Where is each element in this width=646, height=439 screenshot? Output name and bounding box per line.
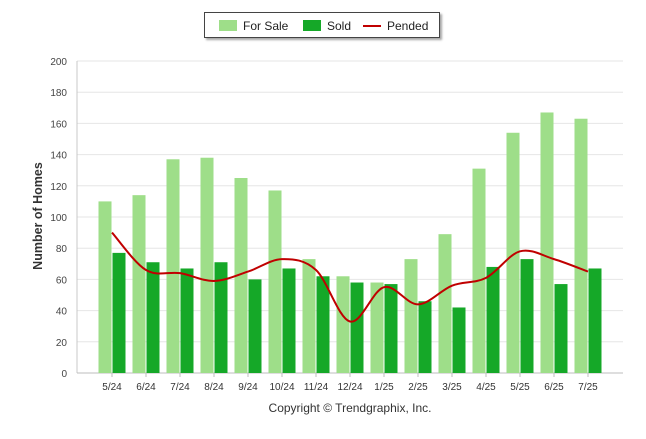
y-tick-label: 180: [50, 88, 67, 99]
x-tick-label: 8/24: [204, 382, 224, 393]
bar-for-sale: [370, 282, 384, 373]
bar-sold: [282, 268, 296, 373]
bar-sold: [452, 307, 466, 373]
copyright-text: Copyright © Trendgraphix, Inc.: [268, 401, 432, 415]
y-tick-label: 200: [50, 57, 67, 68]
bar-for-sale: [234, 178, 248, 373]
x-tick-label: 5/24: [102, 382, 122, 393]
bar-for-sale: [540, 112, 554, 373]
x-tick-label: 10/24: [269, 382, 294, 393]
y-tick-label: 40: [56, 307, 68, 318]
legend-label-for-sale: For Sale: [243, 19, 289, 33]
x-tick-label: 5/25: [510, 382, 530, 393]
bar-sold: [486, 266, 500, 373]
bar-for-sale: [506, 132, 520, 373]
bar-sold: [112, 252, 126, 373]
y-tick-label: 140: [50, 151, 67, 162]
bar-for-sale: [268, 190, 282, 373]
bar-for-sale: [200, 157, 214, 373]
legend: For Sale Sold Pended: [204, 12, 440, 38]
x-tick-label: 3/25: [442, 382, 462, 393]
x-tick-label: 7/24: [170, 382, 190, 393]
x-tick-label: 9/24: [238, 382, 258, 393]
bar-for-sale: [472, 168, 486, 373]
x-tick-label: 7/25: [578, 382, 598, 393]
bar-for-sale: [98, 201, 112, 373]
x-tick-label: 1/25: [374, 382, 394, 393]
bar-for-sale: [132, 195, 146, 373]
y-tick-label: 100: [50, 213, 67, 224]
bar-sold: [384, 284, 398, 373]
bar-sold: [248, 279, 262, 373]
bar-for-sale: [438, 234, 452, 373]
y-tick-label: 120: [50, 182, 67, 193]
bar-sold: [588, 268, 602, 373]
bar-sold: [316, 276, 330, 373]
y-tick-label: 20: [56, 338, 68, 349]
bar-sold: [554, 284, 568, 373]
x-tick-label: 12/24: [337, 382, 362, 393]
bar-for-sale: [302, 259, 316, 373]
bar-sold: [214, 262, 228, 373]
bar-for-sale: [574, 118, 588, 373]
legend-swatch-sold: [303, 20, 321, 31]
line-pended: [111, 231, 589, 323]
bar-sold: [520, 259, 534, 373]
y-axis-label: Number of Homes: [31, 162, 45, 270]
bar-for-sale: [166, 159, 180, 373]
legend-label-pended: Pended: [387, 19, 429, 33]
y-tick-label: 160: [50, 119, 67, 130]
bar-sold: [350, 282, 364, 373]
y-tick-label: 80: [56, 244, 68, 255]
bar-sold: [146, 262, 160, 373]
y-tick-label: 60: [56, 275, 68, 286]
bar-sold: [180, 268, 194, 373]
legend-swatch-pended: [363, 25, 381, 27]
x-tick-label: 4/25: [476, 382, 496, 393]
x-tick-label: 11/24: [304, 382, 329, 393]
bar-sold: [418, 301, 432, 373]
x-tick-label: 6/25: [544, 382, 564, 393]
legend-label-sold: Sold: [327, 19, 352, 33]
y-tick-label: 0: [61, 369, 67, 380]
x-tick-label: 6/24: [136, 382, 156, 393]
bar-for-sale: [336, 276, 350, 373]
bar-for-sale: [404, 259, 418, 373]
x-tick-label: 2/25: [408, 382, 428, 393]
legend-swatch-for-sale: [219, 20, 237, 31]
